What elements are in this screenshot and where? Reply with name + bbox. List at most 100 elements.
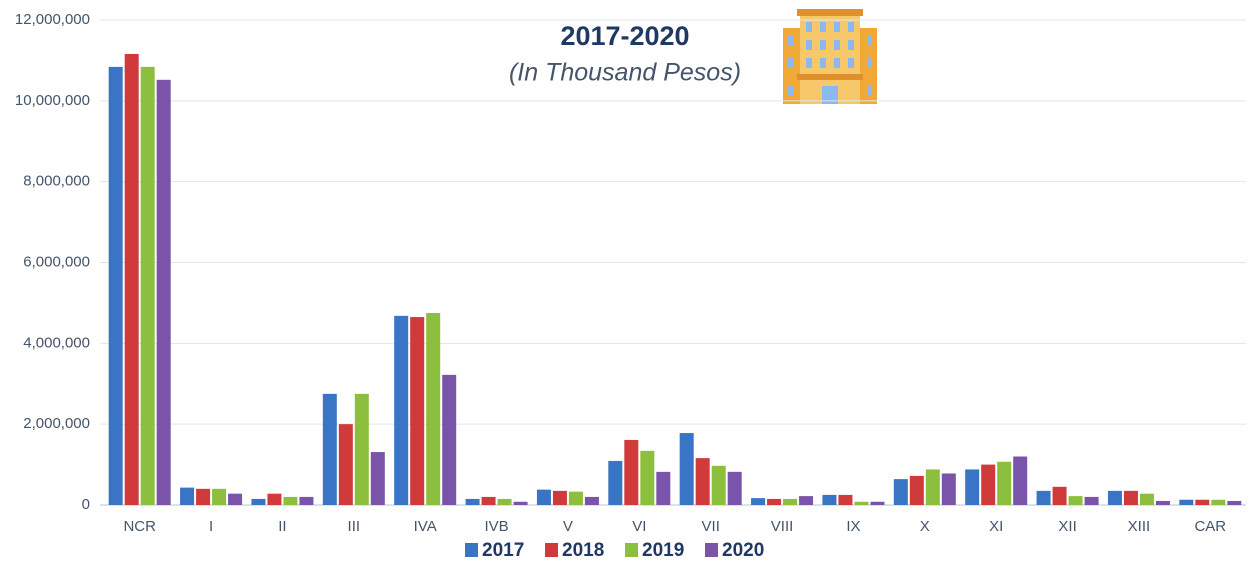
x-tick-label: CAR: [1194, 518, 1226, 535]
bar: [624, 439, 639, 505]
bar: [481, 496, 496, 505]
y-tick-label: 2,000,000: [23, 415, 90, 432]
bar: [1179, 499, 1194, 505]
bar: [727, 471, 742, 505]
y-tick-label: 4,000,000: [23, 334, 90, 351]
bar: [1227, 500, 1242, 505]
bar: [981, 464, 996, 505]
x-tick-label: V: [563, 518, 573, 535]
x-tick-label: VI: [632, 518, 646, 535]
bar: [410, 317, 425, 505]
x-tick-label: I: [209, 518, 213, 535]
x-tick-label: IVB: [484, 518, 508, 535]
bar: [338, 424, 353, 505]
bar: [322, 393, 337, 505]
bar: [1139, 493, 1154, 505]
bar: [536, 489, 551, 505]
chart-subtitle: (In Thousand Pesos): [509, 59, 741, 87]
bar: [267, 493, 282, 505]
bar: [442, 374, 457, 505]
building-icon: [783, 9, 877, 104]
bar: [751, 498, 766, 505]
bar: [783, 498, 798, 505]
grid: [100, 19, 1246, 506]
chart-title: 2017-2020: [560, 21, 689, 51]
bar: [822, 494, 837, 505]
bar: [1084, 496, 1099, 505]
bar: [1195, 499, 1210, 505]
bar: [870, 501, 885, 505]
x-tick-label: II: [278, 518, 286, 535]
x-tick-label: III: [348, 518, 361, 535]
y-tick-label: 0: [82, 496, 90, 513]
x-tick-label: X: [920, 518, 930, 535]
bar: [909, 475, 924, 505]
bar: [1155, 500, 1170, 505]
x-tick-label: NCR: [123, 518, 156, 535]
bar: [196, 488, 211, 505]
bar: [426, 313, 441, 505]
bar: [354, 393, 369, 505]
bar: [228, 493, 243, 505]
bar: [711, 465, 726, 505]
bar: [941, 473, 956, 505]
bar: [1068, 496, 1083, 505]
bar: [394, 315, 409, 505]
bar: [552, 490, 567, 505]
bar: [965, 469, 980, 505]
bar: [584, 496, 599, 505]
legend-swatch: [705, 543, 718, 557]
legend-swatch: [545, 543, 558, 557]
bar: [695, 458, 710, 505]
y-tick-label: 10,000,000: [15, 92, 90, 109]
bar: [140, 66, 155, 505]
bar: [180, 487, 195, 505]
bar: [1036, 490, 1051, 505]
bar: [838, 494, 853, 505]
x-tick-label: IX: [846, 518, 860, 535]
x-tick-label: IVA: [414, 518, 437, 535]
bar: [640, 450, 655, 505]
bar: [767, 498, 782, 505]
bar: [925, 469, 940, 505]
bar: [212, 488, 227, 505]
x-tick-label: VII: [702, 518, 720, 535]
bar: [1013, 456, 1028, 505]
legend-label: 2018: [562, 540, 604, 561]
bar: [251, 498, 266, 505]
bar: [283, 496, 298, 505]
bar: [799, 496, 814, 505]
bar: [299, 496, 314, 505]
legend-label: 2017: [482, 540, 524, 561]
x-tick-label: VIII: [771, 518, 794, 535]
bar: [124, 53, 139, 505]
bar: [1107, 490, 1122, 505]
bar: [513, 501, 528, 505]
bar: [1123, 490, 1138, 505]
bar: [156, 79, 171, 506]
bar: [465, 498, 480, 505]
x-tick-label: XII: [1058, 518, 1076, 535]
legend-label: 2020: [722, 540, 764, 561]
bar: [568, 491, 583, 505]
bar: [108, 66, 123, 505]
legend-label: 2019: [642, 540, 684, 561]
legend-swatch: [465, 543, 478, 557]
bar: [679, 433, 694, 505]
x-tick-label: XIII: [1128, 518, 1151, 535]
y-tick-label: 12,000,000: [15, 11, 90, 28]
bar: [656, 471, 671, 505]
bar: [370, 452, 385, 505]
y-tick-label: 6,000,000: [23, 253, 90, 270]
bar: [1052, 486, 1067, 505]
bar: [608, 460, 623, 505]
bar: [497, 498, 512, 505]
bar: [997, 461, 1012, 505]
legend-swatch: [625, 543, 638, 557]
bar: [854, 501, 869, 505]
bar: [893, 479, 908, 505]
bar: [1211, 499, 1226, 505]
x-tick-label: XI: [989, 518, 1003, 535]
y-tick-label: 8,000,000: [23, 173, 90, 190]
